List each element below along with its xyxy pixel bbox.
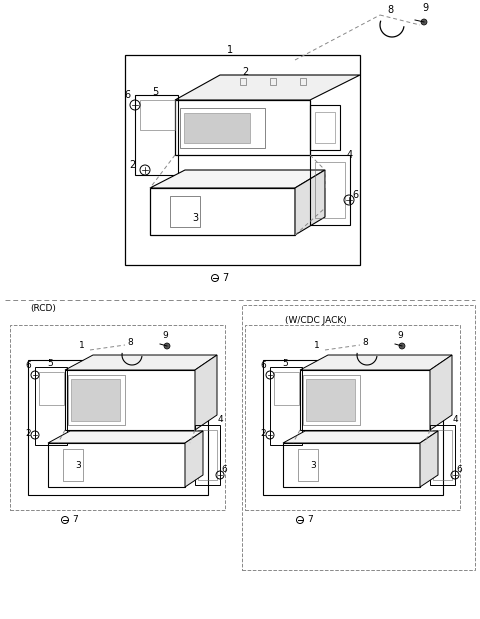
Text: 6: 6 [25, 360, 31, 370]
Bar [28, 360, 208, 495]
Text: 8: 8 [362, 337, 368, 347]
Circle shape [164, 343, 170, 349]
Bar [170, 196, 200, 227]
Text: 6: 6 [260, 360, 266, 370]
Text: 1: 1 [227, 45, 233, 55]
Text: 2: 2 [129, 160, 135, 170]
Bar [430, 425, 455, 485]
Text: 5: 5 [152, 87, 158, 97]
Text: 4: 4 [452, 415, 458, 425]
Text: 6: 6 [221, 465, 227, 475]
Polygon shape [300, 355, 452, 370]
Polygon shape [65, 355, 217, 370]
Polygon shape [420, 431, 438, 487]
Bar [298, 449, 318, 481]
Bar [263, 360, 443, 495]
Text: 5: 5 [282, 358, 288, 368]
Text: 2: 2 [260, 428, 266, 438]
Bar [65, 370, 195, 430]
Polygon shape [283, 431, 438, 443]
Bar [242, 305, 475, 570]
Polygon shape [175, 75, 360, 100]
Text: (RCD): (RCD) [30, 303, 56, 313]
Polygon shape [295, 170, 325, 235]
Bar [270, 367, 302, 445]
Bar [300, 370, 430, 430]
Bar [63, 449, 83, 481]
Bar [303, 375, 360, 425]
Text: 8: 8 [127, 337, 133, 347]
Text: 1: 1 [314, 340, 320, 350]
Circle shape [421, 19, 427, 25]
Text: 6: 6 [456, 465, 462, 475]
Text: 4: 4 [217, 415, 223, 425]
Text: 3: 3 [75, 461, 81, 469]
Bar [283, 443, 420, 487]
Text: (W/CDC JACK): (W/CDC JACK) [285, 316, 347, 324]
Text: 7: 7 [222, 273, 228, 283]
Text: 2: 2 [242, 67, 248, 77]
Text: 5: 5 [47, 358, 53, 368]
Bar [306, 379, 355, 421]
Text: 9: 9 [162, 331, 168, 339]
Bar [245, 325, 460, 510]
Bar [135, 95, 178, 175]
Bar [39, 372, 64, 405]
Bar [274, 372, 299, 405]
Bar [270, 78, 276, 85]
Text: 4: 4 [347, 150, 353, 160]
Bar [140, 100, 175, 130]
Bar [315, 112, 335, 143]
Bar [310, 155, 350, 225]
Bar [35, 367, 67, 445]
Text: 8: 8 [387, 5, 393, 15]
Text: 6: 6 [352, 190, 358, 200]
Bar [315, 162, 345, 218]
Text: 9: 9 [422, 3, 428, 13]
Circle shape [399, 343, 405, 349]
Polygon shape [150, 170, 325, 188]
Text: 6: 6 [124, 90, 130, 100]
Bar [10, 325, 225, 510]
Bar [240, 78, 246, 85]
Bar [184, 113, 250, 143]
Text: 7: 7 [307, 516, 313, 524]
Bar [180, 108, 265, 148]
Bar [125, 55, 360, 265]
Bar [195, 425, 220, 485]
Bar [68, 375, 125, 425]
Bar [310, 105, 340, 150]
Text: 7: 7 [72, 516, 78, 524]
Text: 9: 9 [397, 331, 403, 339]
Bar [150, 188, 295, 235]
Bar [175, 100, 310, 155]
Polygon shape [195, 355, 217, 430]
Polygon shape [48, 431, 203, 443]
Bar [198, 430, 217, 480]
Bar [433, 430, 452, 480]
Bar [71, 379, 120, 421]
Text: 3: 3 [192, 213, 198, 223]
Text: 2: 2 [25, 428, 31, 438]
Text: 3: 3 [310, 461, 316, 469]
Polygon shape [185, 431, 203, 487]
Polygon shape [430, 355, 452, 430]
Text: 1: 1 [79, 340, 85, 350]
Bar [48, 443, 185, 487]
Bar [300, 78, 306, 85]
